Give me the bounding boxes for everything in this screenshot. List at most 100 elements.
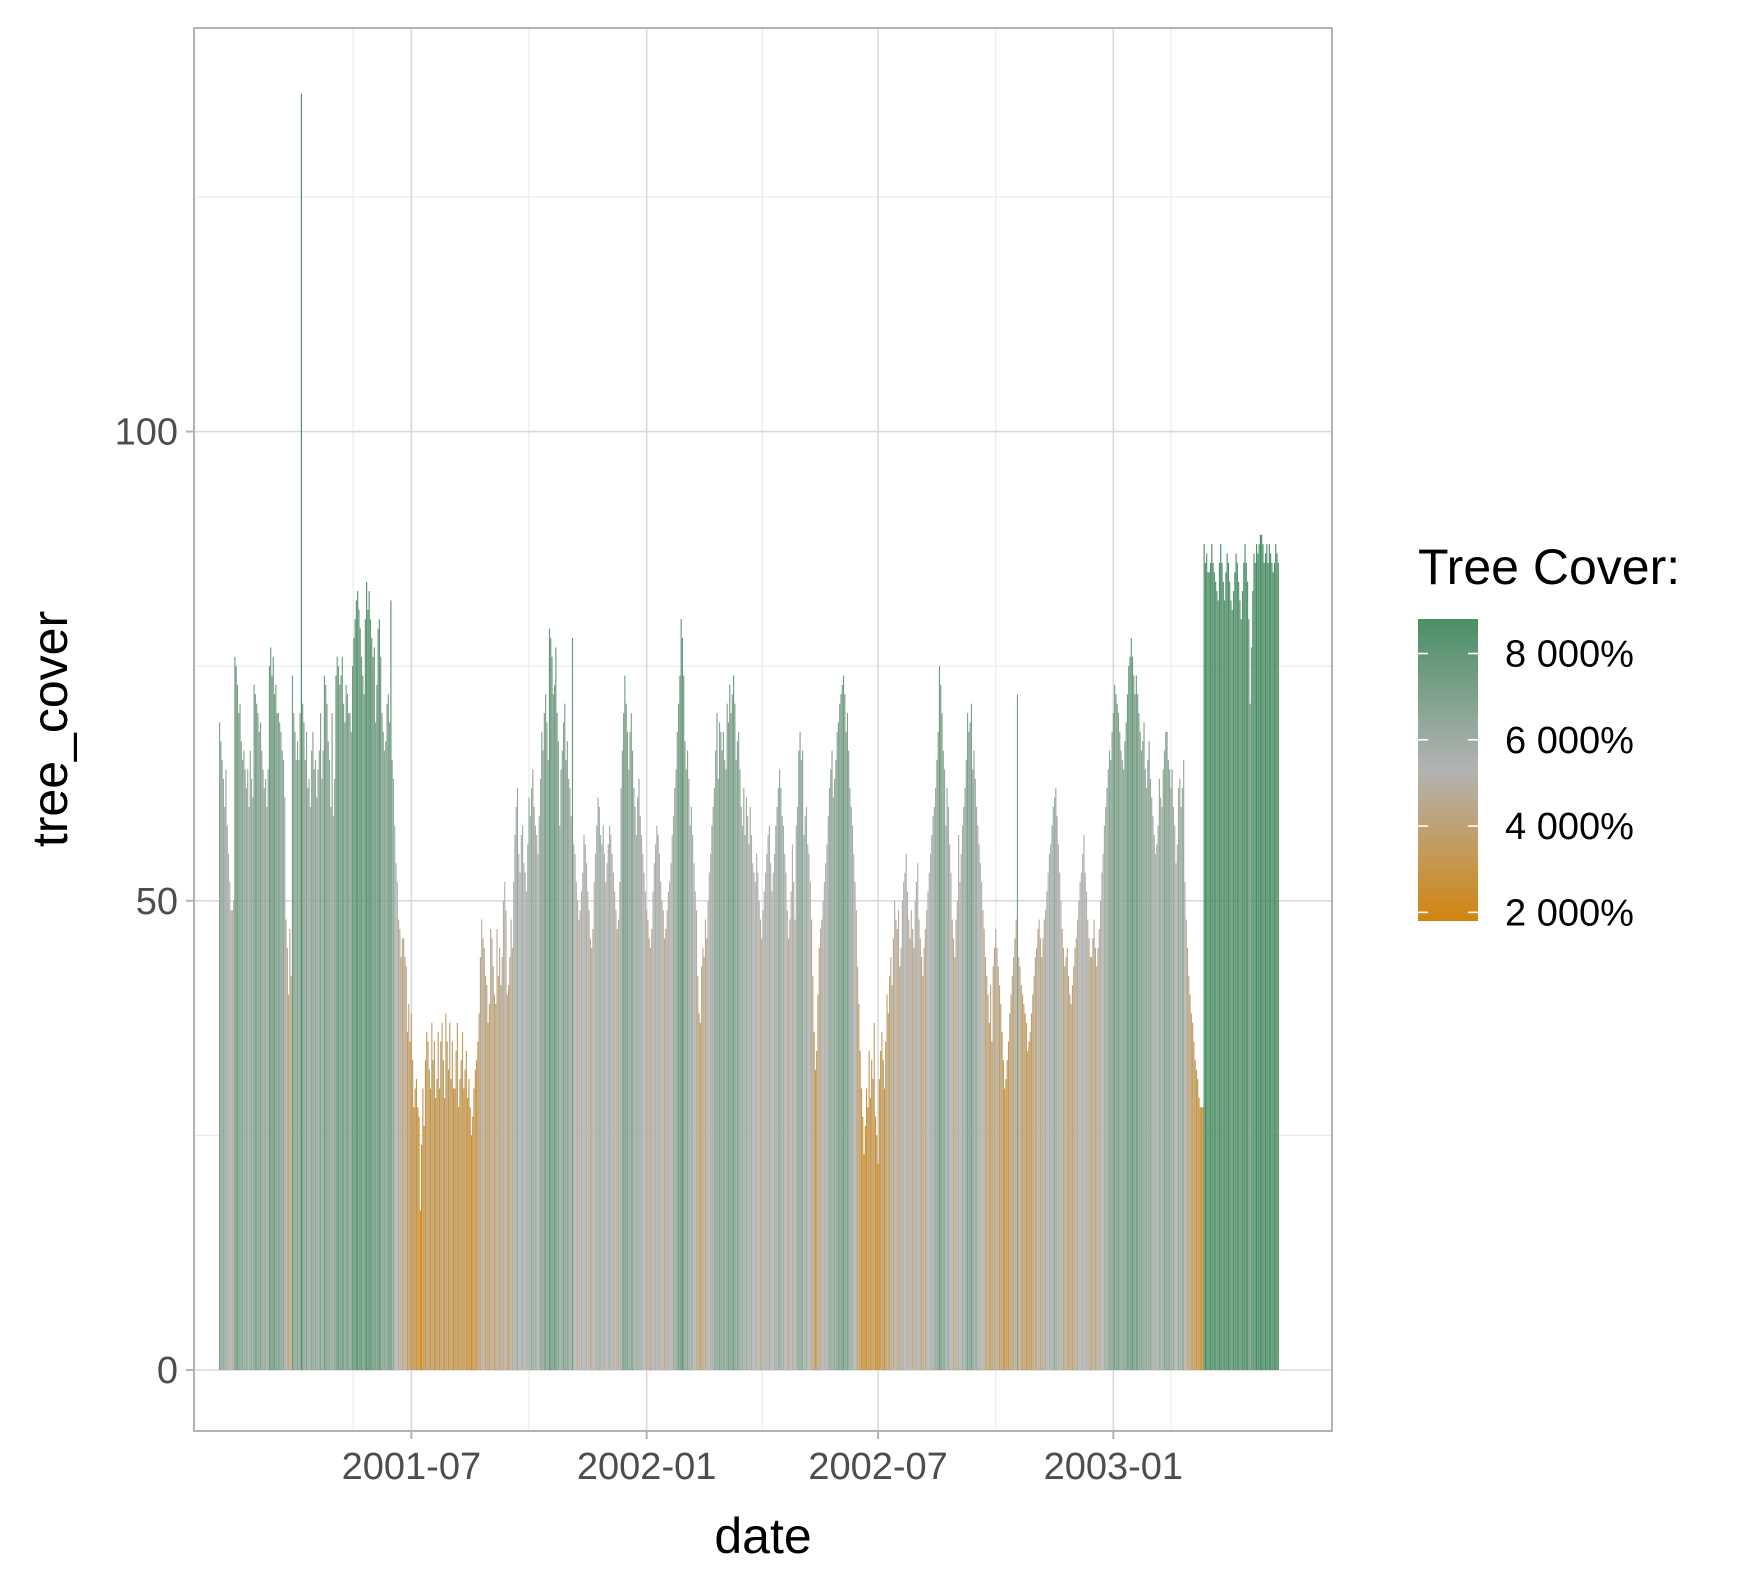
bar [587, 891, 589, 1370]
bar [226, 825, 228, 1370]
bar [527, 844, 529, 1370]
bar [548, 628, 551, 1370]
bar [528, 797, 530, 1370]
bar [523, 863, 525, 1370]
x-tick-label: 2003-01 [1044, 1446, 1183, 1488]
bar [247, 769, 249, 1370]
bar [1092, 938, 1094, 1370]
bar [978, 844, 980, 1370]
bar [596, 825, 598, 1370]
bar [882, 1060, 884, 1370]
bar [367, 609, 369, 1370]
bar [539, 778, 542, 1370]
bar [589, 938, 591, 1370]
bar [442, 1060, 444, 1370]
bar [961, 825, 964, 1370]
bar [541, 731, 543, 1370]
bar [709, 853, 712, 1370]
bar [419, 1210, 421, 1370]
bar [800, 760, 802, 1370]
bar [670, 863, 672, 1370]
bar [776, 806, 778, 1370]
bar [294, 731, 296, 1370]
bar [868, 1050, 870, 1370]
bar [377, 628, 379, 1370]
bar [257, 713, 259, 1370]
bar [1085, 891, 1088, 1370]
bar [1106, 788, 1108, 1370]
bar [346, 694, 349, 1370]
bar [312, 731, 314, 1370]
bar [1255, 544, 1258, 1370]
bar [224, 806, 226, 1370]
bar [492, 966, 494, 1370]
bar [655, 844, 657, 1370]
bar [545, 694, 547, 1370]
bar [626, 731, 629, 1370]
bar [533, 806, 535, 1370]
bar [933, 806, 935, 1370]
bar [663, 938, 666, 1370]
bar [415, 1079, 418, 1370]
bar [955, 919, 957, 1370]
bar [689, 825, 691, 1370]
bar [277, 713, 279, 1370]
bar [802, 750, 804, 1370]
bar [926, 910, 928, 1370]
bar [1062, 947, 1065, 1370]
bar [923, 947, 925, 1370]
bar [1147, 760, 1149, 1370]
bar [809, 882, 811, 1370]
bar [1190, 1013, 1192, 1370]
bar [542, 750, 544, 1370]
bar [470, 1135, 473, 1370]
bar [1192, 1022, 1194, 1370]
bar [1153, 835, 1155, 1370]
bar [1009, 1013, 1011, 1370]
bar [681, 638, 684, 1370]
bar [400, 957, 402, 1370]
bar [1270, 553, 1272, 1370]
bar [828, 788, 831, 1370]
bar [1209, 562, 1212, 1370]
bar [1107, 769, 1109, 1370]
bar [1226, 553, 1228, 1370]
bar [510, 919, 512, 1370]
bar [427, 1041, 429, 1370]
bar [270, 647, 272, 1370]
bar [711, 825, 713, 1370]
bar [998, 985, 1001, 1370]
bar [487, 1022, 489, 1370]
bar [1247, 581, 1249, 1370]
bar [473, 1088, 475, 1370]
bar [564, 703, 566, 1370]
bar [252, 797, 254, 1370]
bar [1034, 957, 1036, 1370]
bar [261, 750, 263, 1370]
bar [684, 741, 686, 1370]
bar [482, 938, 484, 1370]
bar [915, 882, 918, 1370]
bar [584, 844, 586, 1370]
bar [1055, 788, 1057, 1370]
bar [952, 938, 955, 1370]
bar [451, 1041, 453, 1370]
bar [316, 797, 318, 1370]
bar [816, 1050, 818, 1370]
bar [969, 722, 971, 1370]
bar [1011, 975, 1013, 1370]
bar [669, 882, 671, 1370]
bar [1014, 938, 1016, 1370]
bar [738, 731, 740, 1370]
bar [461, 1032, 464, 1370]
bar [409, 1041, 411, 1370]
bar [240, 741, 242, 1370]
bar [1002, 1060, 1004, 1370]
bar [348, 713, 350, 1370]
bar [406, 1032, 409, 1370]
bar [1101, 872, 1103, 1370]
bar [826, 844, 828, 1370]
bar [1027, 1050, 1029, 1370]
bar [1023, 1004, 1025, 1370]
